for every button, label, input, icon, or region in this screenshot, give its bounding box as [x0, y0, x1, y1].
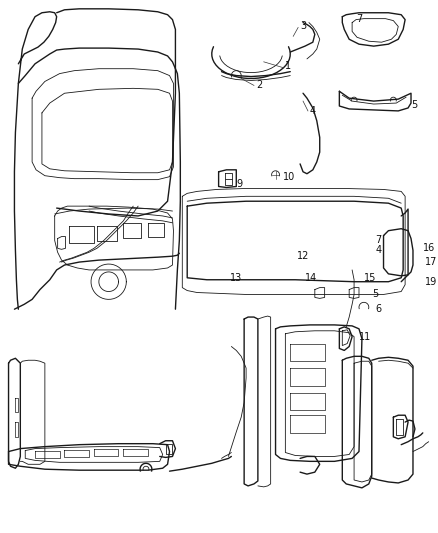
Text: 5: 5	[372, 289, 378, 300]
Text: 10: 10	[283, 172, 296, 182]
Text: 9: 9	[236, 179, 242, 189]
Text: 5: 5	[411, 100, 417, 110]
Text: 4: 4	[376, 245, 382, 255]
Text: 7: 7	[356, 14, 362, 23]
Text: 16: 16	[423, 244, 435, 253]
Text: 19: 19	[425, 277, 437, 287]
Text: 12: 12	[297, 251, 310, 261]
Text: 2: 2	[256, 80, 262, 91]
Text: 14: 14	[305, 273, 317, 283]
Text: 11: 11	[359, 332, 371, 342]
Text: 6: 6	[376, 304, 382, 314]
Text: 4: 4	[310, 106, 316, 116]
Text: 7: 7	[376, 236, 382, 246]
Text: 1: 1	[286, 61, 292, 71]
Text: 15: 15	[364, 273, 376, 283]
Text: 3: 3	[300, 21, 306, 31]
Text: 13: 13	[230, 273, 243, 283]
Text: 17: 17	[425, 257, 437, 267]
